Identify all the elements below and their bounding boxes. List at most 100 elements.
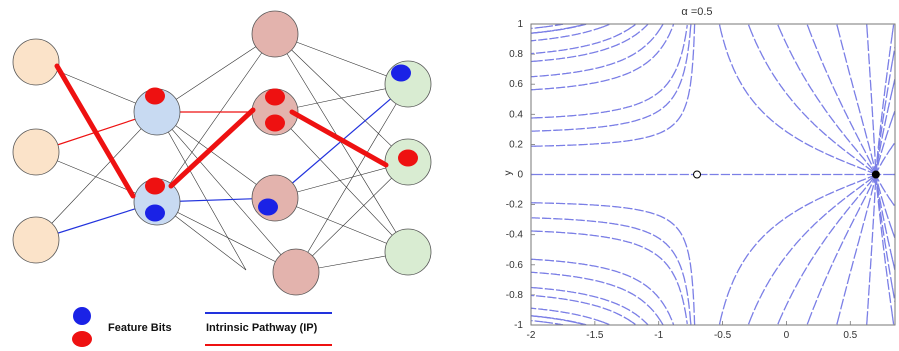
streamline <box>533 258 675 325</box>
streamline <box>891 143 895 147</box>
plot-frame <box>530 23 896 326</box>
streamline <box>719 26 877 176</box>
node-i3 <box>12 216 60 264</box>
feature-bit-red-swatch <box>72 331 92 347</box>
edge <box>274 197 409 253</box>
node-i1 <box>12 38 60 86</box>
neural-network-diagram <box>12 10 432 296</box>
streamline <box>836 26 877 176</box>
streamline <box>891 202 895 206</box>
x-tick-label: -0.5 <box>714 330 732 341</box>
node-i2 <box>12 128 60 176</box>
y-axis-label: y <box>503 171 514 176</box>
streamline <box>533 23 649 62</box>
streamline <box>530 294 633 323</box>
streamline <box>748 26 877 175</box>
streamline <box>836 24 839 28</box>
streamline <box>543 23 564 28</box>
feature-bit-blue <box>145 204 165 222</box>
thick-edge <box>168 107 256 189</box>
streamline <box>778 26 877 176</box>
x-tick-label: -1.5 <box>586 330 604 341</box>
streamline <box>631 23 636 28</box>
streamline <box>531 26 574 34</box>
streamline <box>891 110 896 119</box>
streamline <box>531 26 692 132</box>
streamline <box>748 174 877 323</box>
phase-portrait: α =0.5 y 1 0.8 0.6 0.4 0.2 0 -0.2 -0.4 -0.6 -0.8 -… <box>503 6 896 341</box>
streamline <box>533 24 675 91</box>
streamline <box>891 315 895 325</box>
y-tick-label: -0.4 <box>506 230 524 241</box>
thick-edge <box>289 109 389 168</box>
streamline <box>533 230 688 324</box>
streamline <box>747 24 751 28</box>
edge <box>274 33 409 253</box>
streamline <box>531 26 544 30</box>
streamline <box>718 321 721 325</box>
fixed-points <box>693 170 880 179</box>
edge <box>156 111 276 199</box>
feature-bit-red <box>145 177 165 195</box>
streamline <box>891 259 896 270</box>
edge <box>295 83 409 273</box>
node-o3 <box>384 228 432 276</box>
y-tick-label: 0.8 <box>509 49 523 60</box>
edge <box>156 33 276 113</box>
streamline <box>778 173 877 323</box>
streamline <box>531 315 574 323</box>
streamline <box>660 321 664 326</box>
feature-bit-red <box>145 87 165 105</box>
streamline <box>836 321 839 325</box>
y-tick-label: -0.6 <box>506 260 524 271</box>
streamline <box>718 24 721 28</box>
streamline <box>806 321 809 325</box>
y-tick-label: 0 <box>517 170 523 181</box>
streamline <box>747 321 751 325</box>
y-tick-label: -0.8 <box>506 290 524 301</box>
edge <box>156 111 247 271</box>
y-ticks: 1 0.8 0.6 0.4 0.2 0 -0.2 -0.4 -0.6 -0.8 -1 <box>506 19 535 331</box>
x-tick-label: -2 <box>527 330 536 341</box>
nodes <box>12 10 432 296</box>
edges <box>35 33 409 273</box>
feature-bit-red <box>265 88 285 106</box>
y-tick-label: 1 <box>517 19 523 30</box>
y-tick-label: 0.4 <box>509 109 523 120</box>
edge <box>35 111 158 241</box>
y-tick-label: -1 <box>514 320 523 331</box>
streamline <box>533 24 696 147</box>
streamline <box>866 173 877 323</box>
edge <box>274 111 409 253</box>
streamline <box>531 319 544 323</box>
y-tick-label: -0.2 <box>506 200 524 211</box>
streamlines <box>530 23 896 326</box>
streamline <box>533 202 696 325</box>
streamline <box>531 307 603 323</box>
thick-pathway <box>54 63 389 199</box>
x-tick-label: 0 <box>784 330 790 341</box>
streamline <box>533 287 649 326</box>
chart-title: α =0.5 <box>681 6 712 18</box>
feature-bit-blue <box>258 198 278 216</box>
thick-edge <box>54 63 136 199</box>
streamline <box>543 321 564 326</box>
edge <box>156 201 297 273</box>
feature-bits-label: Feature Bits <box>108 322 172 334</box>
streamline <box>891 24 895 34</box>
streamline <box>891 79 896 90</box>
feature-bits <box>145 64 418 222</box>
unstable-fixed-point <box>693 170 702 179</box>
node-h2d <box>272 248 320 296</box>
streamline <box>533 25 688 119</box>
edge <box>156 111 297 273</box>
streamline <box>777 24 780 28</box>
streamline <box>531 26 662 78</box>
y-tick-label: 0.6 <box>509 79 523 90</box>
x-tick-label: -1 <box>654 330 663 341</box>
y-tick-label: 0.2 <box>509 139 523 150</box>
feature-bit-blue <box>391 64 411 82</box>
pathway-label: Intrinsic Pathway (IP) <box>206 322 318 334</box>
node-h2a <box>251 10 299 58</box>
